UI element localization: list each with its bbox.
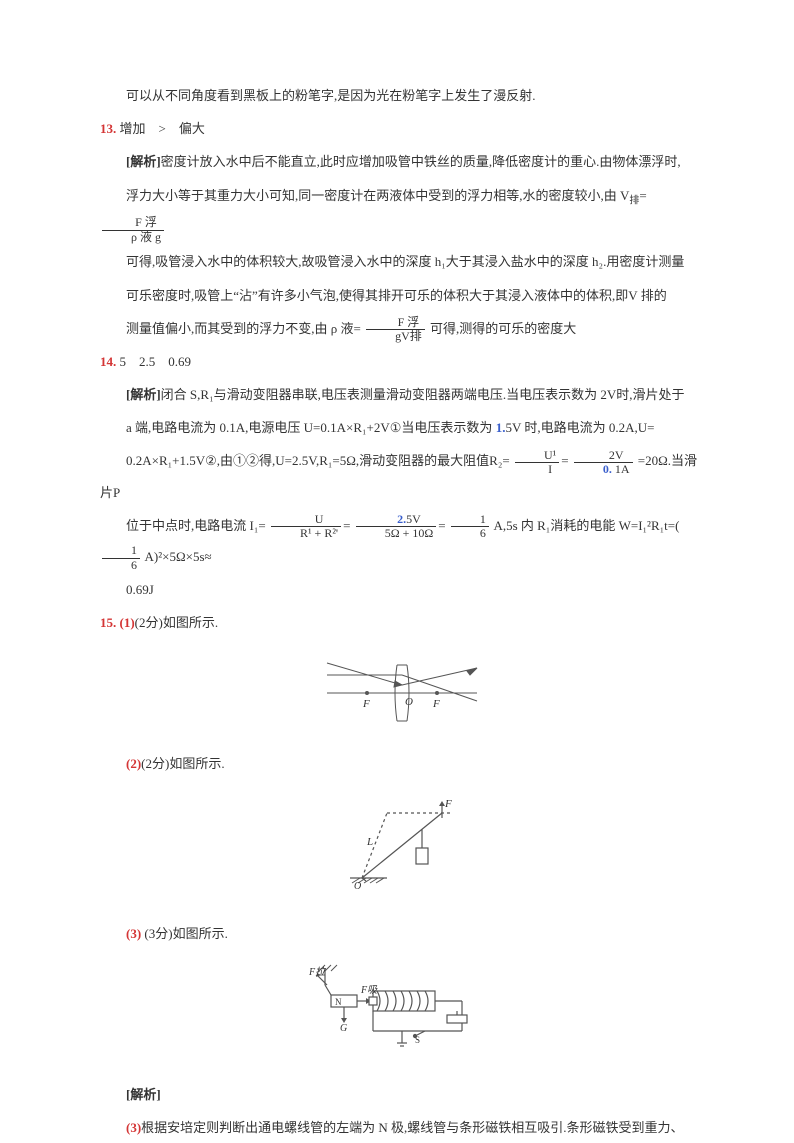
frac-1: F 浮ρ 液 g <box>102 216 164 243</box>
q15-pts2: (2分)如图所示. <box>141 756 224 771</box>
q15-line3: (3) (3分)如图所示. <box>100 918 704 949</box>
svg-text:L: L <box>366 836 373 848</box>
q14-p4a: 位于中点时,电路电流 I₁= <box>126 518 266 533</box>
q13-answers: 增加 > 偏大 <box>120 121 205 136</box>
q13-analysis-4: 可乐密度时,吸管上“沾”有许多小气泡,使得其排开可乐的体积大于其浸入液体中的体积… <box>100 280 704 311</box>
q15-pts3: (3分)如图所示. <box>141 926 228 941</box>
lens-diagram: F F O <box>100 653 704 734</box>
q14-line: 14. 5 2.5 0.69 <box>100 346 704 377</box>
q14-p4c: A)²×5Ω×5s≈ <box>145 549 212 564</box>
svg-text:F: F <box>362 698 370 710</box>
q14-analysis-4: 位于中点时,电路电流 I₁= UR¹ + R²'= 2.5V5Ω + 10Ω= … <box>100 510 704 572</box>
q15-line2: (2)(2分)如图所示. <box>100 748 704 779</box>
q14-p3a: 0.2A×R₁+1.5V②,由①②得,U=2.5V,R₁=5Ω,滑动变阻器的最大… <box>126 453 510 468</box>
svg-text:S: S <box>415 1035 420 1045</box>
q15-pts1: (2分)如图所示. <box>135 615 218 630</box>
analysis-label: [解析] <box>126 154 161 169</box>
svg-text:F: F <box>432 698 440 710</box>
q15-line: 15. (1)(2分)如图所示. <box>100 607 704 638</box>
q14-analysis-3: 0.2A×R₁+1.5V②,由①②得,U=2.5V,R₁=5Ω,滑动变阻器的最大… <box>100 445 704 507</box>
sub-pai: 排 <box>629 195 639 206</box>
solenoid-diagram: N S G F拉 F吸 <box>100 963 704 1064</box>
intro-text: 可以从不同角度看到黑板上的粉笔字,是因为光在粉笔字上发生了漫反射. <box>100 80 704 111</box>
q13-num: 13. <box>100 121 116 136</box>
q13-p5a: 测量值偏小,而其受到的浮力不变,由 ρ 液= <box>126 321 361 336</box>
svg-text:G: G <box>340 1023 347 1034</box>
q15-num: 15. <box>100 615 116 630</box>
q14-answers: 5 2.5 0.69 <box>120 354 192 369</box>
q14-p2b: 1. <box>496 420 506 435</box>
frac-5: UR¹ + R²' <box>271 513 341 540</box>
eq1: = <box>561 453 568 468</box>
svg-text:F: F <box>444 798 452 810</box>
svg-text:O: O <box>354 881 361 892</box>
frac-8: 16 <box>102 544 140 571</box>
q14-analysis-1: [解析]闭合 S,R₁与滑动变阻器串联,电压表测量滑动变阻器两端电压.当电压表示… <box>100 379 704 410</box>
svg-text:F拉: F拉 <box>308 966 327 978</box>
q14-analysis-2: a 端,电路电流为 0.1A,电源电压 U=0.1A×R₁+2V①当电压表示数为… <box>100 412 704 443</box>
q15-last: (3)根据安培定则判断出通电螺线管的左端为 N 极,螺线管与条形磁铁相互吸引.条… <box>100 1112 704 1143</box>
frac-2: F 浮gV排 <box>366 316 425 343</box>
q14-p4b: A,5s 内 R₁消耗的电能 W=I₁²R₁t=( <box>493 518 679 533</box>
svg-text:F吸: F吸 <box>360 985 378 996</box>
q13-analysis-1: [解析]密度计放入水中后不能直立,此时应增加吸管中铁丝的质量,降低密度计的重心.… <box>100 146 704 177</box>
q13-analysis-3: 可得,吸管浸入水中的体积较大,故吸管浸入水中的深度 h₁大于其浸入盐水中的深度 … <box>100 246 704 277</box>
q15-analysis-label: [解析] <box>100 1079 704 1110</box>
q14-p2a: a 端,电路电流为 0.1A,电源电压 U=0.1A×R₁+2V①当电压表示数为 <box>126 420 496 435</box>
q14-num: 14. <box>100 354 116 369</box>
q13-analysis-2: 浮力大小等于其重力大小可知,同一密度计在两液体中受到的浮力相等,水的密度较小,由… <box>100 180 704 245</box>
q13-analysis-5: 测量值偏小,而其受到的浮力不变,由 ρ 液= F 浮gV排 可得,测得的可乐的密… <box>100 313 704 344</box>
q15-part3: (3) <box>126 926 141 941</box>
q13-line: 13. 增加 > 偏大 <box>100 113 704 144</box>
frac-3: U¹I <box>515 449 559 476</box>
analysis-label-14: [解析] <box>126 387 161 402</box>
q14-p1: 闭合 S,R₁与滑动变阻器串联,电压表测量滑动变阻器两端电压.当电压表示数为 2… <box>161 387 685 402</box>
q15-part2: (2) <box>126 756 141 771</box>
frac-6: 2.5V5Ω + 10Ω <box>356 513 437 540</box>
lever-diagram: F L O <box>100 793 704 904</box>
q13-p2b: = <box>639 188 646 203</box>
q14-analysis-5: 0.69J <box>100 574 704 605</box>
q13-p5b: 可得,测得的可乐的密度大 <box>430 321 576 336</box>
q15-part3b: (3) <box>126 1120 141 1135</box>
q14-p2c: 5V 时,电路电流为 0.2A,U= <box>505 420 654 435</box>
svg-text:N: N <box>335 997 342 1007</box>
frac-4: 2V0. 1A <box>574 449 633 476</box>
svg-text:O: O <box>405 696 413 708</box>
frac-7: 16 <box>451 513 489 540</box>
q15-plast: 根据安培定则判断出通电螺线管的左端为 N 极,螺线管与条形磁铁相互吸引.条形磁铁… <box>141 1120 683 1135</box>
q15-part1: (1) <box>120 615 135 630</box>
q13-p2a: 浮力大小等于其重力大小可知,同一密度计在两液体中受到的浮力相等,水的密度较小,由… <box>126 188 629 203</box>
q13-p1: 密度计放入水中后不能直立,此时应增加吸管中铁丝的质量,降低密度计的重心.由物体漂… <box>161 154 681 169</box>
